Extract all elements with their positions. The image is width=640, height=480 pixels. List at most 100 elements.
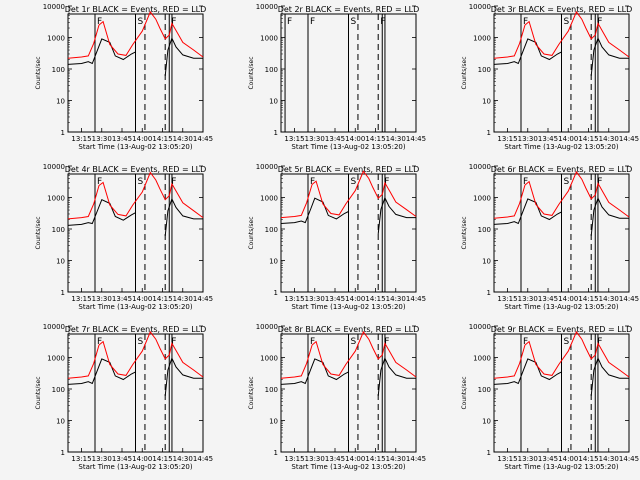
x-tick-label: 13:30 — [305, 455, 325, 463]
y-tick-label: 10 — [56, 98, 65, 106]
region-label: S — [138, 17, 144, 27]
x-tick-label: 13:15 — [497, 455, 517, 463]
x-tick-label: 14:15 — [578, 295, 598, 303]
panel-title: Det 6r BLACK = Events, RED = LLD — [491, 165, 633, 174]
y-tick-label: 10 — [482, 418, 491, 426]
x-tick-label: 13:45 — [538, 455, 558, 463]
x-tick-label: 14:30 — [599, 135, 619, 143]
y-tick-label: 100 — [52, 226, 65, 234]
series-line-lld — [493, 10, 630, 59]
x-tick-label: 14:15 — [365, 295, 385, 303]
x-tick-label: 13:45 — [112, 295, 132, 303]
region-label: F — [310, 17, 315, 27]
y-tick-label: 100 — [478, 386, 491, 394]
panel-title: Det 5r BLACK = Events, RED = LLD — [278, 165, 420, 174]
x-tick-label: 14:15 — [578, 135, 598, 143]
y-tick-label: 10000 — [469, 3, 491, 11]
y-tick-label: 1000 — [473, 355, 491, 363]
detector-panel-1: Det 1r BLACK = Events, RED = LLD 1 10 100 10… — [35, 3, 213, 151]
x-tick-label: 14:30 — [599, 295, 619, 303]
series-line-lld — [67, 171, 204, 220]
x-tick-label: 14:45 — [619, 455, 639, 463]
y-axis-label: Counts/sec — [248, 56, 255, 89]
y-tick-label: 10000 — [43, 163, 65, 171]
x-axis-label: Start Time (13-Aug-02 13:05:20) — [291, 463, 405, 471]
x-tick-label: 14:00 — [558, 135, 578, 143]
x-tick-label: 14:45 — [193, 455, 213, 463]
x-axis-label: Start Time (13-Aug-02 13:05:20) — [78, 303, 192, 311]
region-label: F — [310, 177, 315, 187]
region-label: S — [351, 337, 357, 347]
x-tick-label: 14:45 — [406, 295, 426, 303]
series-line-events — [67, 197, 203, 237]
y-tick-label: 100 — [52, 386, 65, 394]
x-tick-label: 14:15 — [152, 135, 172, 143]
x-axis-label: Start Time (13-Aug-02 13:05:20) — [504, 463, 618, 471]
region-label: S — [564, 17, 570, 27]
region-label: S — [138, 337, 144, 347]
region-label: F — [97, 337, 102, 347]
region-label: F — [523, 17, 528, 27]
x-tick-label: 14:45 — [406, 455, 426, 463]
y-tick-label: 1 — [61, 129, 65, 137]
y-tick-label: 1 — [274, 449, 278, 457]
y-tick-label: 1000 — [473, 195, 491, 203]
series-line-events — [67, 356, 203, 397]
x-tick-label: 13:15 — [284, 135, 304, 143]
y-tick-label: 1 — [61, 289, 65, 297]
y-tick-label: 10 — [56, 418, 65, 426]
region-label: F — [310, 337, 315, 347]
x-tick-label: 13:15 — [71, 455, 91, 463]
y-tick-label: 1 — [487, 129, 491, 137]
panel-title: Det 4r BLACK = Events, RED = LLD — [65, 165, 207, 174]
series-line-lld — [493, 330, 630, 379]
series-line-events — [493, 36, 629, 77]
x-tick-label: 14:45 — [193, 295, 213, 303]
x-tick-label: 13:15 — [497, 295, 517, 303]
x-tick-label: 14:15 — [365, 455, 385, 463]
x-tick-label: 14:30 — [599, 455, 619, 463]
y-tick-label: 100 — [478, 226, 491, 234]
region-label: F — [97, 17, 102, 27]
x-tick-label: 13:30 — [305, 135, 325, 143]
x-tick-label: 14:00 — [132, 455, 152, 463]
y-tick-label: 1 — [274, 129, 278, 137]
region-label: F — [597, 17, 602, 27]
y-tick-label: 1000 — [260, 355, 278, 363]
y-tick-label: 10000 — [469, 163, 491, 171]
x-tick-label: 13:45 — [538, 135, 558, 143]
region-label: F — [171, 17, 176, 27]
y-axis-label: Counts/sec — [35, 56, 42, 89]
y-axis-label: Counts/sec — [248, 216, 255, 249]
panel-title: Det 2r BLACK = Events, RED = LLD — [278, 5, 420, 14]
y-tick-label: 10 — [269, 418, 278, 426]
y-tick-label: 10 — [482, 98, 491, 106]
detector-panel-2: Det 2r BLACK = Events, RED = LLD 1 10 100 10… — [248, 3, 426, 151]
y-axis-label: Counts/sec — [35, 376, 42, 409]
y-tick-label: 1000 — [473, 35, 491, 43]
panel-title: Det 8r BLACK = Events, RED = LLD — [278, 325, 420, 334]
detector-panel-9: Det 9r BLACK = Events, RED = LLD 1 10 100 10… — [461, 323, 639, 471]
y-tick-label: 1000 — [47, 355, 65, 363]
y-tick-label: 10 — [56, 258, 65, 266]
x-tick-label: 14:45 — [619, 135, 639, 143]
y-tick-label: 10000 — [469, 323, 491, 331]
x-tick-label: 14:45 — [193, 135, 213, 143]
x-tick-label: 13:15 — [284, 295, 304, 303]
detector-panel-7: Det 7r BLACK = Events, RED = LLD 1 10 100 10… — [35, 323, 213, 471]
region-label: S — [351, 17, 357, 27]
x-axis-label: Start Time (13-Aug-02 13:05:20) — [504, 143, 618, 151]
region-label: S — [564, 337, 570, 347]
panel-title: Det 9r BLACK = Events, RED = LLD — [491, 325, 633, 334]
series-line-events — [493, 196, 629, 237]
series-line-events — [280, 356, 416, 397]
series-line-events — [280, 196, 416, 234]
y-axis-label: Counts/sec — [461, 216, 468, 249]
y-tick-label: 1 — [487, 449, 491, 457]
x-tick-label: 13:15 — [71, 135, 91, 143]
x-tick-label: 13:45 — [112, 135, 132, 143]
y-tick-label: 1000 — [47, 195, 65, 203]
region-label: S — [564, 177, 570, 187]
x-axis-label: Start Time (13-Aug-02 13:05:20) — [291, 143, 405, 151]
y-axis-label: Counts/sec — [35, 216, 42, 249]
